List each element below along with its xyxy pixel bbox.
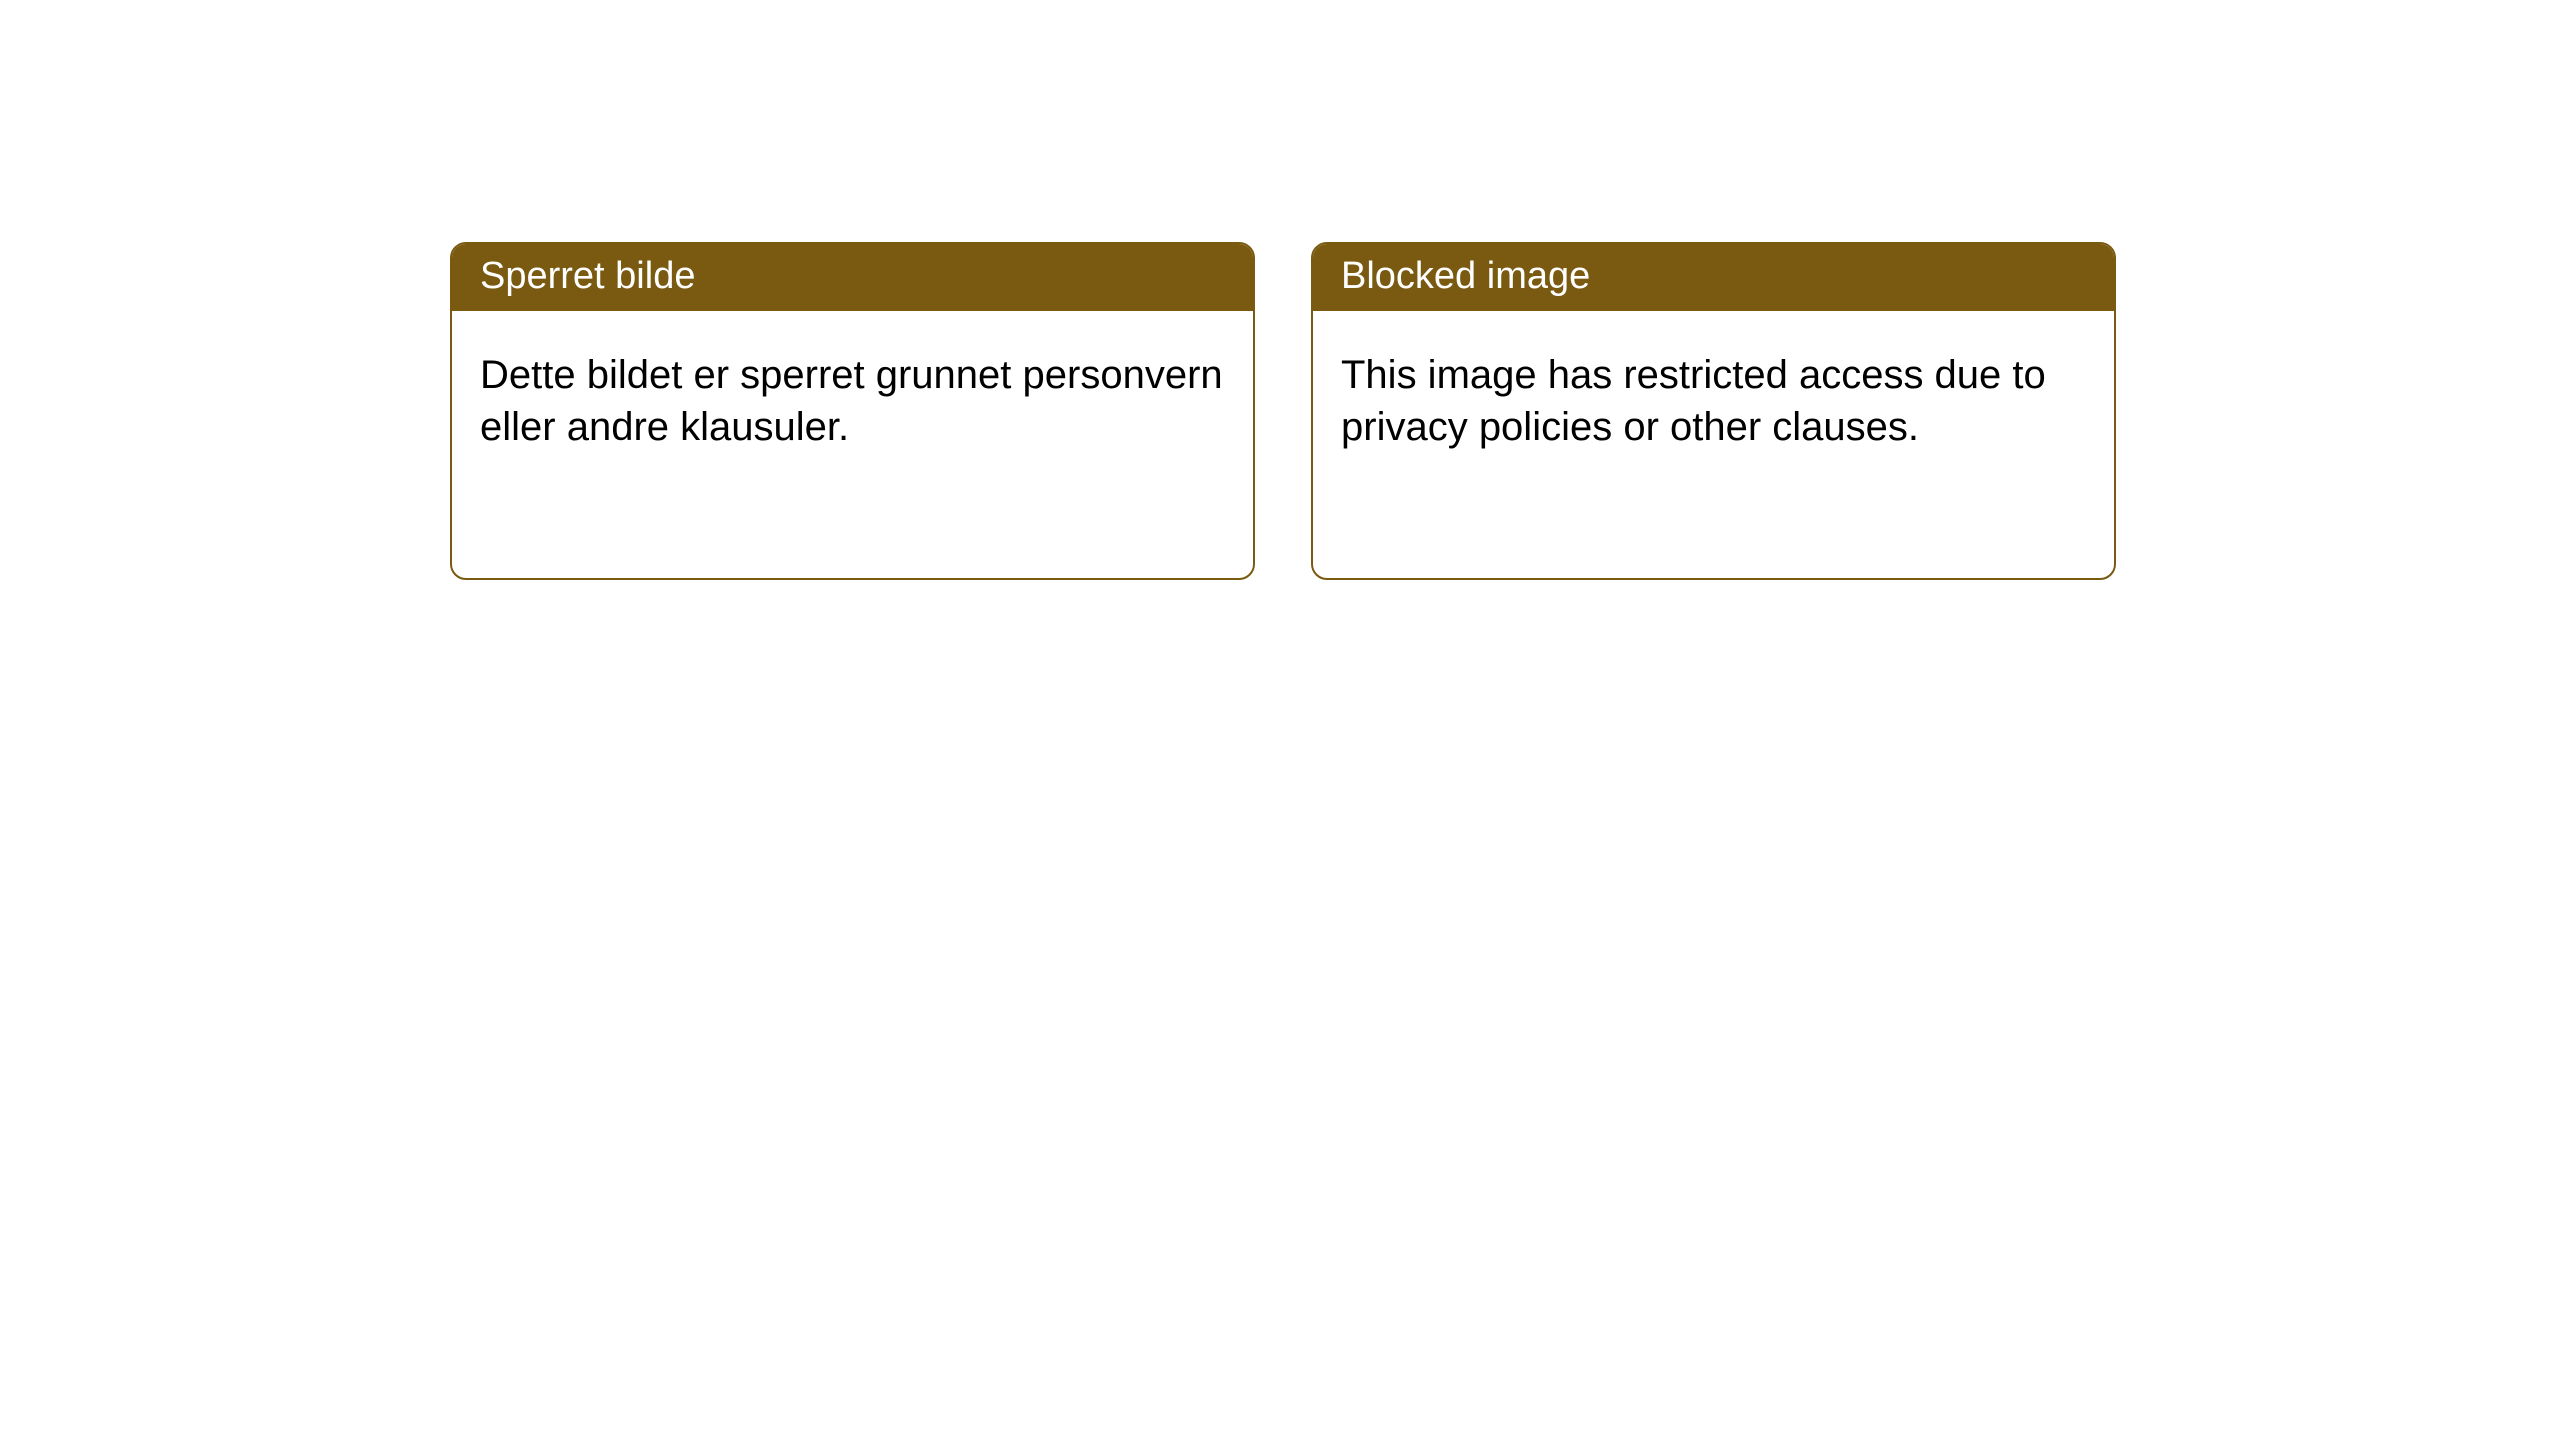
blocked-image-card-en: Blocked image This image has restricted … [1311, 242, 2116, 580]
blocked-image-card-no: Sperret bilde Dette bildet er sperret gr… [450, 242, 1255, 580]
card-header-no: Sperret bilde [452, 244, 1253, 311]
notice-container: Sperret bilde Dette bildet er sperret gr… [0, 0, 2560, 580]
card-body-no: Dette bildet er sperret grunnet personve… [452, 311, 1253, 481]
card-body-en: This image has restricted access due to … [1313, 311, 2114, 481]
card-header-en: Blocked image [1313, 244, 2114, 311]
